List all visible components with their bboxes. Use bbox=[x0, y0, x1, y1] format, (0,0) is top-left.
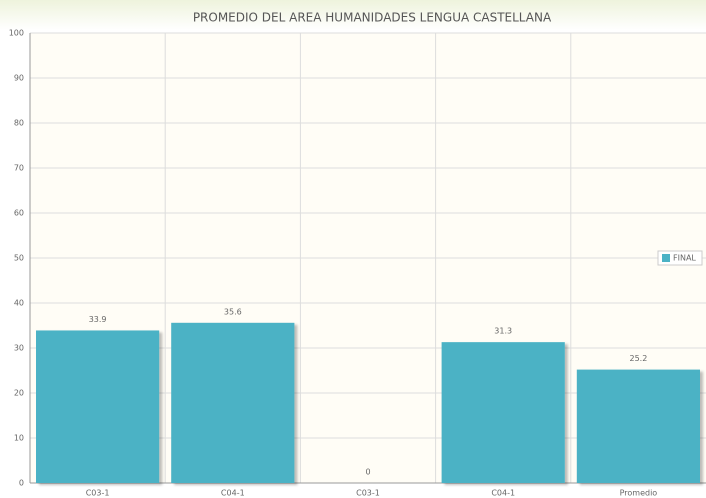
bar bbox=[441, 342, 565, 483]
bar bbox=[576, 369, 700, 483]
y-tick-label: 70 bbox=[14, 164, 24, 173]
y-tick-label: 10 bbox=[14, 434, 24, 443]
y-tick-label: 50 bbox=[14, 254, 24, 263]
data-label: 25.2 bbox=[629, 354, 647, 363]
legend-label: FINAL bbox=[673, 254, 696, 263]
y-tick-label: 30 bbox=[14, 344, 24, 353]
data-label: 31.3 bbox=[494, 327, 512, 336]
x-tick-label: C04-1 bbox=[221, 489, 245, 498]
x-tick-label: Promedio bbox=[620, 489, 658, 498]
x-tick-label: C03-1 bbox=[356, 489, 380, 498]
chart-title: PROMEDIO DEL AREA HUMANIDADES LENGUA CAS… bbox=[193, 11, 552, 25]
data-label: 33.9 bbox=[89, 315, 107, 324]
y-tick-label: 100 bbox=[9, 29, 24, 38]
y-tick-label: 40 bbox=[14, 299, 24, 308]
y-tick-label: 20 bbox=[14, 389, 24, 398]
y-tick-label: 90 bbox=[14, 74, 24, 83]
bar bbox=[36, 330, 160, 483]
legend-swatch bbox=[662, 254, 670, 262]
data-label: 35.6 bbox=[224, 307, 242, 316]
data-label: 0 bbox=[365, 468, 370, 477]
header-bg bbox=[0, 0, 706, 30]
y-tick-label: 80 bbox=[14, 119, 24, 128]
bar bbox=[171, 322, 295, 483]
x-tick-label: C04-1 bbox=[491, 489, 515, 498]
y-tick-label: 0 bbox=[19, 479, 24, 488]
x-tick-label: C03-1 bbox=[86, 489, 110, 498]
y-tick-label: 60 bbox=[14, 209, 24, 218]
